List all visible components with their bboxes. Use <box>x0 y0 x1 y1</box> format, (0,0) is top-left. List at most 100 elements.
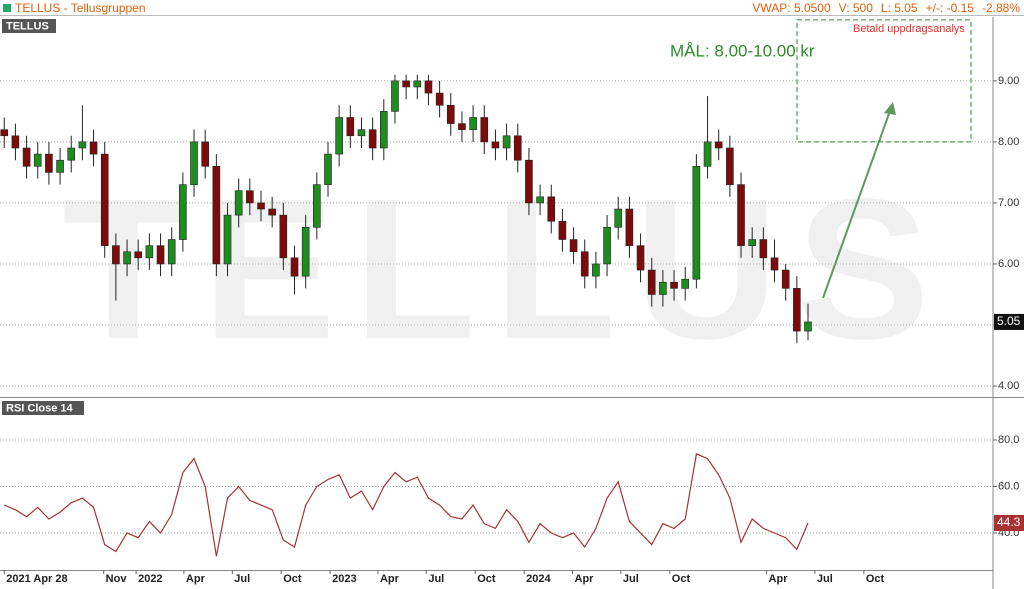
panel-title: TELLUS <box>6 20 49 32</box>
quote-change: +/-: -0.15 <box>925 0 974 15</box>
candle-body <box>201 141 209 167</box>
candle-body <box>268 208 276 216</box>
candle-body <box>681 278 690 289</box>
y-tick-label: 80.0 <box>998 434 1019 446</box>
y-tick-label: 4.00 <box>998 380 1019 392</box>
y-tick-label: 60.0 <box>998 480 1019 492</box>
target-label: MÅL: 8.00-10.00 kr <box>670 41 815 60</box>
candle-body <box>357 129 366 137</box>
candle-body <box>290 257 299 277</box>
candle-body <box>625 208 634 246</box>
y-tick-label: 6.00 <box>998 258 1019 270</box>
candle-body <box>45 153 53 173</box>
candle-body <box>424 80 433 94</box>
candle-body <box>313 184 321 228</box>
x-tick-label: Jul <box>817 573 833 585</box>
x-tick-label: Apr <box>380 573 400 585</box>
candle-body <box>714 141 723 149</box>
note: Betald uppdragsanalys <box>853 23 965 35</box>
candle-body <box>748 239 756 246</box>
last-price-tag <box>994 313 1024 330</box>
candle-body <box>670 281 678 289</box>
candle-body <box>67 147 76 161</box>
candle-body <box>246 190 254 204</box>
candle-body <box>603 227 611 265</box>
candle-body <box>413 80 422 88</box>
candle-body <box>324 153 332 185</box>
candle-body <box>513 135 522 161</box>
candle-body <box>659 281 667 295</box>
candle-body <box>502 135 511 149</box>
x-tick-label: Jul <box>428 573 444 585</box>
candle-body <box>33 153 42 167</box>
candle-body <box>525 159 533 204</box>
candle-body <box>804 321 812 332</box>
quote: VWAP: 5.0500 V: 500 L: 5.05 +/-: -0.15 -… <box>752 1 1024 15</box>
target-range <box>796 19 972 143</box>
x-tick-label: Apr <box>186 573 206 585</box>
candle-body <box>391 80 399 112</box>
y-tick-label: 9.00 <box>998 75 1019 87</box>
candle-body <box>536 196 544 204</box>
candle-body <box>190 141 198 185</box>
candle-body <box>223 214 232 265</box>
x-tick-label: Jul <box>234 573 250 585</box>
candle-body <box>636 245 645 271</box>
quote-change-pct: -2.88% <box>981 0 1020 15</box>
candle-body <box>11 135 20 149</box>
quote-last: L: 5.05 <box>880 0 918 15</box>
candle-body <box>380 111 388 149</box>
header: TELLUS - Tellusgruppen VWAP: 5.0500 V: 5… <box>0 0 1024 16</box>
candle-body <box>491 141 500 149</box>
candle-body <box>435 92 444 106</box>
candle-body <box>301 227 310 277</box>
x-tick-label: Oct <box>672 573 691 585</box>
x-tick-label: Oct <box>477 573 496 585</box>
x-tick-label: 2023 <box>332 573 356 585</box>
candle-body <box>614 208 623 228</box>
panel-label-box <box>2 401 84 415</box>
header-icon <box>3 3 11 12</box>
candle-body <box>402 80 410 88</box>
last-value-label: 44.3 <box>997 515 1021 529</box>
last-price-label: 5.05 <box>997 314 1021 328</box>
y-tick-label: 7.00 <box>998 197 1019 209</box>
candle-body <box>212 166 221 265</box>
quote-vwap: VWAP: 5.0500 <box>752 0 831 15</box>
chart: TELLUS TELLUS RSI Close 14 Betald uppdra… <box>0 17 1024 589</box>
candle-body <box>279 214 288 259</box>
candle-body <box>179 184 187 240</box>
x-tick-label: Oct <box>283 573 302 585</box>
candle-body <box>112 245 120 265</box>
candle-body <box>56 159 64 173</box>
candle-body <box>592 263 600 277</box>
candle-body <box>100 153 109 246</box>
candle-body <box>770 257 779 271</box>
candle-body <box>469 117 477 130</box>
candle-body <box>480 117 489 143</box>
candle-body <box>167 239 176 265</box>
candle-body <box>234 190 243 216</box>
panel-title: RSI Close 14 <box>6 402 74 414</box>
candle-body <box>703 141 712 167</box>
candle-body <box>793 288 801 332</box>
candle-body <box>580 251 589 277</box>
candle-body <box>569 239 578 253</box>
candle-body <box>335 117 343 155</box>
panel-label-box <box>2 19 56 33</box>
candle-body <box>89 141 98 155</box>
candle-body <box>22 147 31 167</box>
candle-body <box>737 184 745 246</box>
target-arrow-head <box>884 102 896 115</box>
candle-body <box>134 251 143 259</box>
target-arrow <box>822 107 892 299</box>
candle-body <box>346 117 355 137</box>
candle-body <box>759 239 768 259</box>
x-tick-label: Nov <box>106 573 128 585</box>
candle-body <box>781 269 790 289</box>
quote-volume: V: 500 <box>838 0 873 15</box>
candle-body <box>156 245 165 265</box>
candle-body <box>123 251 131 265</box>
candle-body <box>692 166 701 280</box>
